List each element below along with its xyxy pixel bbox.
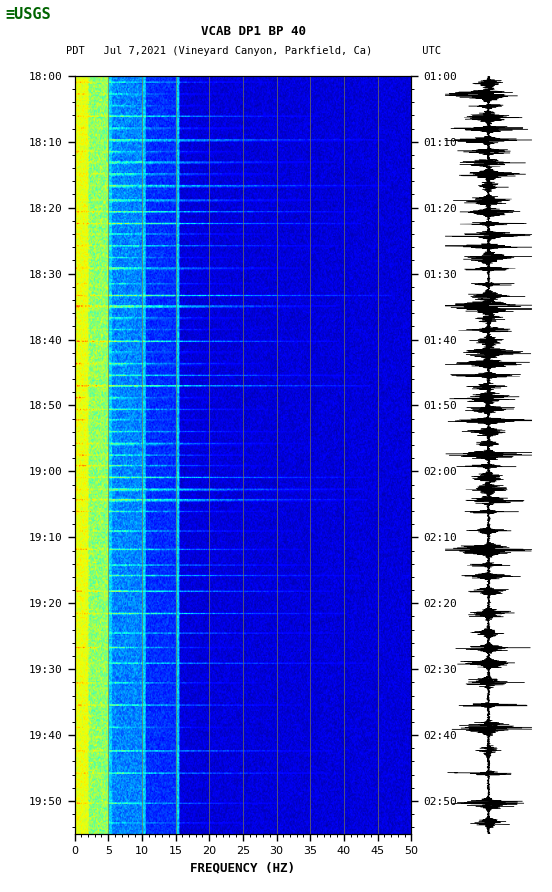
Text: VCAB DP1 BP 40: VCAB DP1 BP 40	[201, 25, 306, 38]
Text: PDT   Jul 7,2021 (Vineyard Canyon, Parkfield, Ca)        UTC: PDT Jul 7,2021 (Vineyard Canyon, Parkfie…	[66, 46, 442, 56]
X-axis label: FREQUENCY (HZ): FREQUENCY (HZ)	[190, 862, 295, 874]
Text: ≡USGS: ≡USGS	[6, 7, 51, 22]
